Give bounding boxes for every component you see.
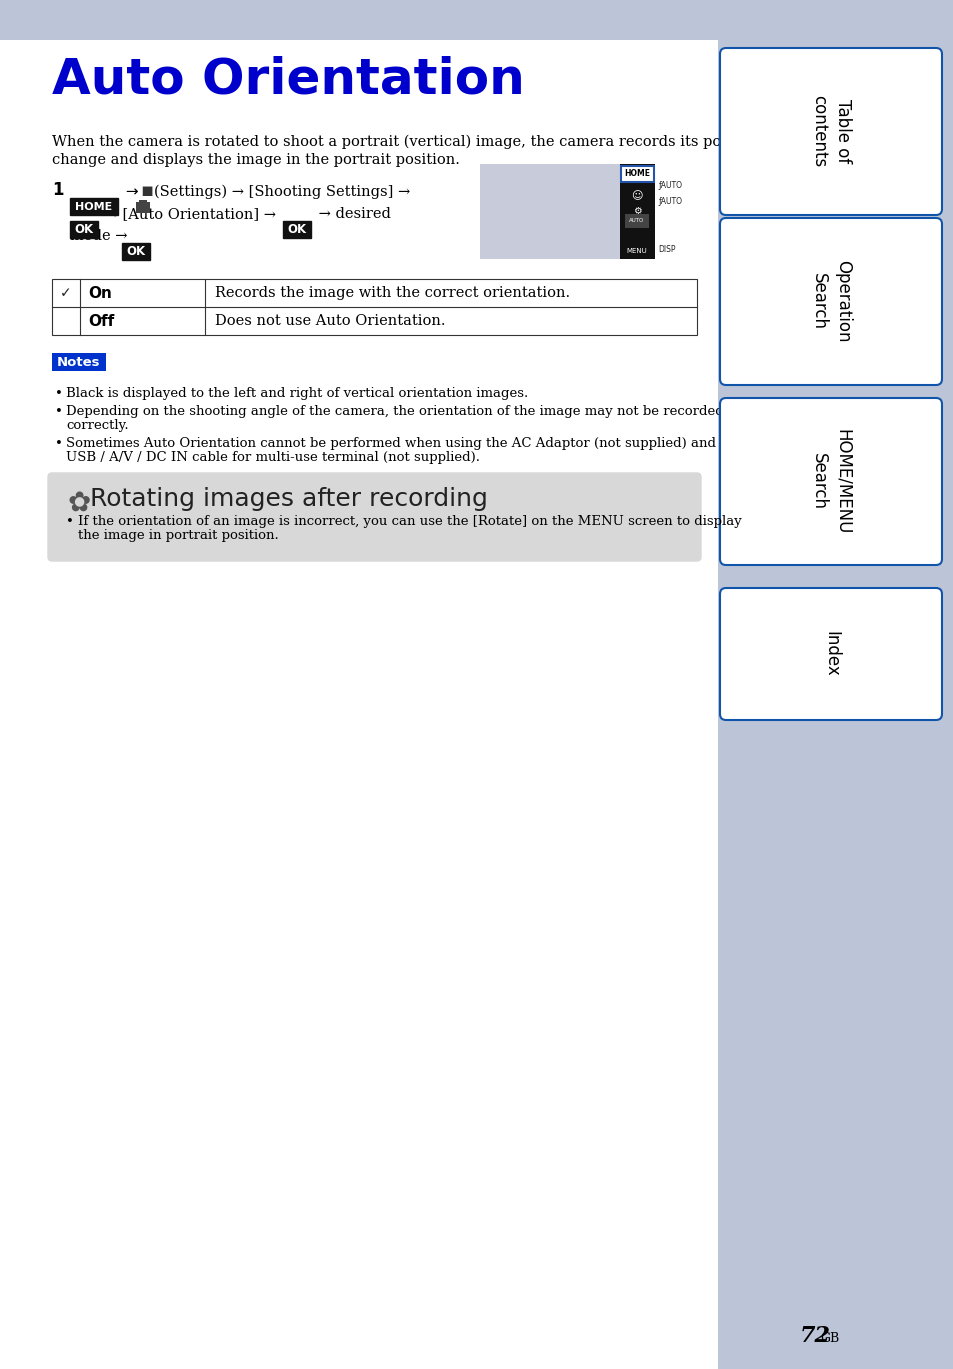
Text: ▪: ▪ — [140, 181, 153, 200]
Bar — [52, 353, 106, 371]
Text: GB: GB — [820, 1332, 839, 1344]
Text: Records the image with the correct orientation.: Records the image with the correct orien… — [214, 286, 570, 300]
FancyBboxPatch shape — [720, 398, 941, 565]
Text: Does not use Auto Orientation.: Does not use Auto Orientation. — [214, 314, 445, 329]
Text: ✿: ✿ — [68, 489, 91, 517]
Text: → [Auto Orientation] →: → [Auto Orientation] → — [101, 207, 280, 220]
Text: correctly.: correctly. — [66, 419, 129, 433]
Text: Sometimes Auto Orientation cannot be performed when using the AC Adaptor (not su: Sometimes Auto Orientation cannot be per… — [66, 437, 741, 450]
Text: → desired: → desired — [314, 207, 391, 220]
Text: AUTO: AUTO — [629, 219, 644, 223]
Bar — [52, 279, 697, 335]
Text: Black is displayed to the left and right of vertical orientation images.: Black is displayed to the left and right… — [66, 387, 528, 400]
Text: (Settings) → [Shooting Settings] →: (Settings) → [Shooting Settings] → — [153, 185, 410, 199]
Text: change and displays the image in the portrait position.: change and displays the image in the por… — [52, 153, 459, 167]
Text: ƒAUTO: ƒAUTO — [658, 182, 681, 190]
Bar — [283, 220, 311, 238]
Text: When the camera is rotated to shoot a portrait (vertical) image, the camera reco: When the camera is rotated to shoot a po… — [52, 134, 761, 149]
FancyBboxPatch shape — [720, 218, 941, 385]
Text: HOME: HOME — [75, 201, 112, 211]
Bar — [479, 164, 619, 259]
Text: Operation
Search: Operation Search — [809, 260, 851, 342]
Bar — [0, 0, 953, 40]
Text: 1: 1 — [52, 181, 64, 199]
Bar — [718, 0, 953, 1369]
Text: →: → — [121, 183, 143, 199]
Bar — [624, 214, 648, 229]
Text: Rotating images after recording: Rotating images after recording — [90, 487, 487, 511]
Bar — [139, 200, 147, 204]
Text: 72: 72 — [800, 1325, 830, 1347]
Text: Notes: Notes — [57, 356, 101, 368]
Bar — [70, 220, 98, 238]
Text: OK: OK — [127, 245, 146, 257]
Text: HOME: HOME — [624, 170, 650, 178]
Text: HOME/MENU
Search: HOME/MENU Search — [809, 428, 851, 534]
FancyBboxPatch shape — [720, 589, 941, 720]
Text: On: On — [88, 286, 112, 301]
Text: OK: OK — [74, 223, 93, 235]
Text: ☺: ☺ — [631, 192, 642, 201]
Text: Depending on the shooting angle of the camera, the orientation of the image may : Depending on the shooting angle of the c… — [66, 405, 723, 418]
Text: Table of
contents: Table of contents — [809, 96, 851, 167]
FancyBboxPatch shape — [620, 166, 654, 182]
Bar — [70, 199, 118, 215]
Bar — [136, 203, 150, 214]
Text: OK: OK — [287, 223, 306, 235]
Text: •: • — [55, 437, 63, 450]
Text: USB / A/V / DC IN cable for multi-use terminal (not supplied).: USB / A/V / DC IN cable for multi-use te… — [66, 450, 479, 464]
Text: Off: Off — [88, 314, 114, 329]
Text: the image in portrait position.: the image in portrait position. — [78, 528, 278, 542]
Text: •: • — [66, 515, 73, 528]
Text: Index: Index — [821, 631, 840, 676]
Bar — [619, 164, 655, 259]
Text: ✓: ✓ — [60, 286, 71, 300]
Text: ƒAUTO: ƒAUTO — [658, 197, 681, 207]
Text: •: • — [55, 387, 63, 400]
Text: ⚙: ⚙ — [632, 205, 640, 216]
Text: DISP: DISP — [658, 245, 675, 253]
FancyBboxPatch shape — [720, 48, 941, 215]
FancyBboxPatch shape — [48, 474, 700, 561]
Text: mode →: mode → — [70, 229, 132, 244]
Text: If the orientation of an image is incorrect, you can use the [Rotate] on the MEN: If the orientation of an image is incorr… — [78, 515, 741, 528]
Bar — [0, 40, 718, 1369]
Text: •: • — [55, 405, 63, 418]
Text: Auto Orientation: Auto Orientation — [52, 56, 524, 104]
Text: MENU: MENU — [626, 248, 647, 255]
Bar — [122, 244, 150, 260]
